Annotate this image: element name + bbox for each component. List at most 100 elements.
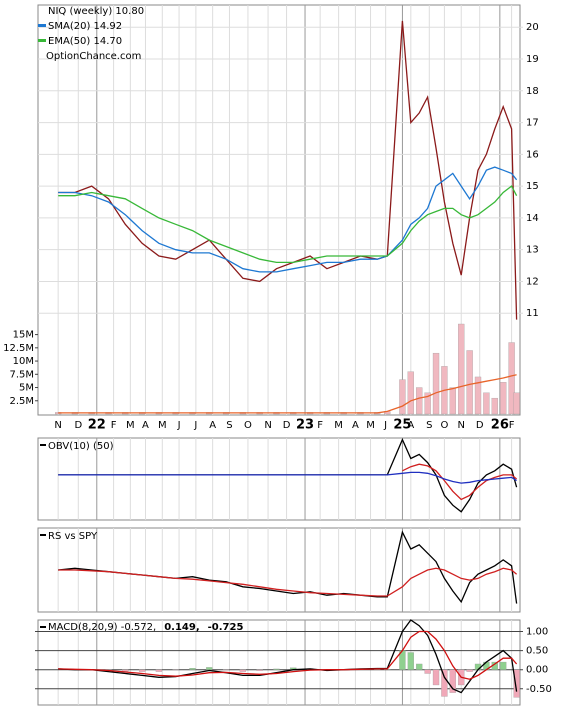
panel-title: RS vs SPY [48, 531, 98, 542]
x-tick-label: N [54, 420, 61, 431]
panel-frame [37, 619, 521, 706]
x-tick-label: N [264, 420, 271, 431]
y-tick-label: 2.5M [9, 396, 34, 407]
bar [138, 669, 146, 672]
bar [500, 661, 507, 670]
y-tick-label: 20 [526, 22, 539, 33]
series-line [58, 530, 518, 604]
x-tick-label: D [283, 420, 291, 431]
bar [500, 382, 507, 415]
y-tick-label: 12.5M [3, 343, 34, 354]
bar [466, 350, 473, 415]
x-tick-label: D [476, 420, 484, 431]
series-line [402, 463, 518, 501]
series-line [58, 20, 518, 320]
bar [189, 668, 196, 670]
bar [424, 392, 431, 415]
y-tick-label: 5M [19, 383, 34, 394]
x-tick-label: A [407, 420, 414, 431]
bar [122, 669, 129, 672]
x-tick-label: J [193, 420, 197, 431]
legend-swatch [38, 24, 46, 27]
x-tick-label: O [440, 420, 448, 431]
bar [407, 371, 414, 415]
series-line [58, 471, 517, 484]
bar [491, 397, 498, 415]
x-tick-label: M [126, 420, 135, 431]
x-tick-label: 23 [296, 418, 314, 433]
source: OptionChance.com [46, 51, 141, 62]
x-tick-label: F [111, 420, 117, 431]
panel-title: -0.725 [208, 622, 244, 633]
y-tick-label: 16 [526, 149, 539, 160]
x-tick-label: A [209, 420, 216, 431]
panel-frame [37, 437, 521, 521]
bar [399, 379, 406, 415]
x-tick-label: A [142, 420, 149, 431]
x-tick-label: M [366, 420, 375, 431]
legend-label: SMA(20) 14.92 [48, 21, 122, 32]
y-tick-label: 0.50 [526, 646, 548, 657]
bar [458, 323, 465, 415]
title-swatch [40, 534, 46, 536]
x-tick-label: 25 [393, 418, 411, 433]
x-tick-label: A [352, 420, 359, 431]
x-tick-label: 26 [491, 418, 509, 433]
bar [256, 669, 263, 671]
y-tick-label: 13 [526, 245, 539, 256]
panel-title: 0.149, [164, 622, 199, 633]
y-tick-label: 12 [526, 276, 539, 287]
panel-frame [37, 527, 521, 613]
panel-title: OBV(10) (50) [48, 441, 114, 452]
y-tick-label: -0.50 [526, 684, 552, 695]
x-tick-label: F [509, 420, 515, 431]
y-tick-label: 17 [526, 118, 539, 129]
bar [239, 669, 247, 672]
y-tick-label: 18 [526, 86, 539, 97]
y-tick-label: 15M [13, 330, 34, 341]
y-tick-label: 1.00 [526, 626, 548, 637]
bar [449, 669, 456, 693]
x-tick-label: S [426, 420, 432, 431]
y-tick-label: 19 [526, 54, 539, 65]
x-tick-label: M [334, 420, 343, 431]
x-tick-label: 22 [88, 418, 106, 433]
bar [466, 669, 473, 672]
y-tick-label: 11 [526, 308, 539, 319]
bar [441, 669, 448, 697]
y-tick-label: 14 [526, 213, 539, 224]
x-tick-label: J [383, 420, 387, 431]
y-tick-label: 15 [526, 181, 539, 192]
title-swatch [40, 626, 46, 628]
y-tick-label: 10M [13, 356, 34, 367]
bar [513, 392, 520, 415]
bar [432, 352, 440, 415]
series-line [58, 185, 518, 264]
bar [474, 376, 482, 415]
legend-label: NIQ (weekly) 10.80 [48, 6, 144, 17]
series-line [58, 630, 518, 680]
legend-swatch [38, 39, 46, 42]
panel-frame [37, 4, 521, 416]
x-tick-label: J [177, 420, 181, 431]
y-tick-label: 7.5M [9, 369, 34, 380]
bar [424, 669, 431, 674]
bar [155, 669, 163, 672]
x-tick-label: F [317, 420, 323, 431]
y-tick-label: 0.00 [526, 665, 548, 676]
bar [508, 342, 515, 415]
panel-title: MACD(8,20,9) -0.572, [48, 622, 156, 633]
series-line [58, 437, 518, 513]
x-tick-label: N [457, 420, 464, 431]
bar [432, 669, 440, 686]
bar [416, 663, 423, 670]
series-line [58, 567, 518, 597]
x-tick-label: S [226, 420, 232, 431]
bar [483, 392, 490, 415]
x-tick-label: M [158, 420, 167, 431]
title-swatch [40, 444, 46, 446]
series-line [58, 166, 518, 273]
bar [206, 667, 213, 670]
bar [513, 669, 520, 698]
